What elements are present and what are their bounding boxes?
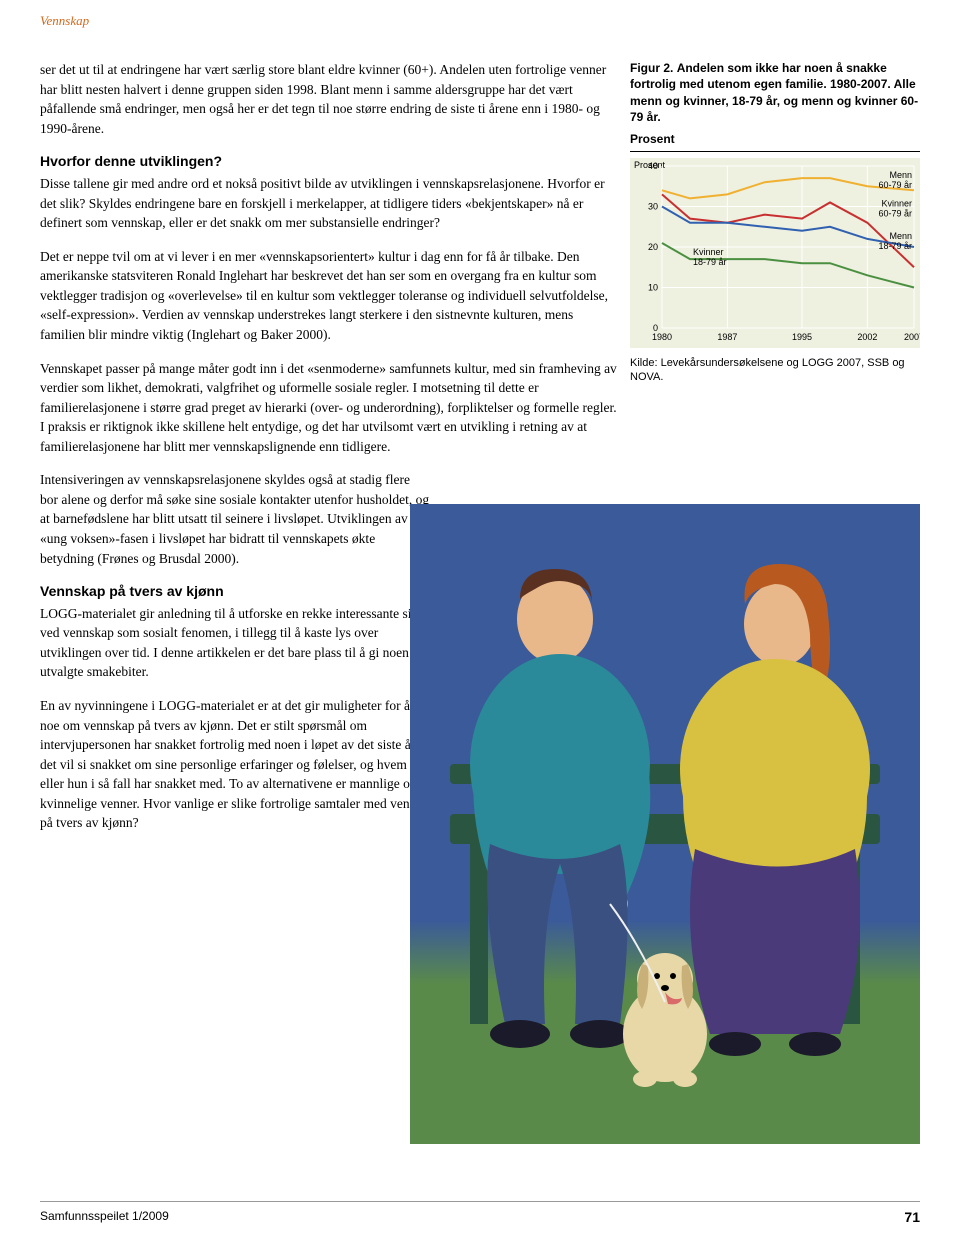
paragraph-1: ser det ut til at endringene har vært sæ…	[40, 60, 620, 138]
svg-text:1995: 1995	[792, 332, 812, 342]
figure-caption: Figur 2. Andelen som ikke har noen å sna…	[630, 60, 920, 125]
page-footer: Samfunnsspeilet 1/2009 71	[40, 1201, 920, 1228]
svg-text:Menn: Menn	[889, 170, 912, 180]
paragraph-5: Intensiveringen av vennskapsrelasjonene …	[40, 470, 430, 568]
svg-text:2002: 2002	[857, 332, 877, 342]
figure-caption-text: Andelen som ikke har noen å snakke fortr…	[630, 61, 918, 124]
line-chart: 010203040Prosent19801987199520022007Menn…	[630, 158, 920, 348]
page-number: 71	[904, 1208, 920, 1228]
svg-text:18-79 år: 18-79 år	[693, 257, 727, 267]
heading-2: Vennskap på tvers av kjønn	[40, 582, 430, 602]
svg-text:20: 20	[648, 242, 658, 252]
svg-text:30: 30	[648, 201, 658, 211]
figure-source: Kilde: Levekårsundersøkelsene og LOGG 20…	[630, 356, 920, 385]
svg-text:18-79 år: 18-79 år	[878, 241, 912, 251]
paragraph-6: LOGG-materialet gir anledning til å utfo…	[40, 604, 430, 682]
svg-text:2007: 2007	[904, 332, 920, 342]
paragraph-3: Det er neppe tvil om at vi lever i en me…	[40, 247, 620, 345]
svg-text:Prosent: Prosent	[634, 160, 666, 170]
svg-text:Menn: Menn	[889, 231, 912, 241]
section-header: Vennskap	[0, 0, 960, 30]
paragraph-4: Vennskapet passer på mange måter godt in…	[40, 359, 620, 457]
figure-label: Figur 2.	[630, 61, 673, 75]
footer-publication: Samfunnsspeilet 1/2009	[40, 1208, 169, 1225]
paragraph-7: En av nyvinningene i LOGG-materialet er …	[40, 696, 430, 833]
figure-subtitle: Prosent	[630, 131, 920, 152]
svg-text:10: 10	[648, 282, 658, 292]
svg-text:Kvinner: Kvinner	[881, 198, 912, 208]
svg-text:1980: 1980	[652, 332, 672, 342]
paragraph-2: Disse tallene gir med andre ord et nokså…	[40, 174, 620, 233]
svg-text:60-79 år: 60-79 år	[878, 208, 912, 218]
heading-1: Hvorfor denne utviklingen?	[40, 152, 620, 172]
illustration-people-bench	[410, 504, 920, 1144]
svg-text:Kvinner: Kvinner	[693, 247, 724, 257]
svg-text:60-79 år: 60-79 år	[878, 180, 912, 190]
svg-text:1987: 1987	[717, 332, 737, 342]
